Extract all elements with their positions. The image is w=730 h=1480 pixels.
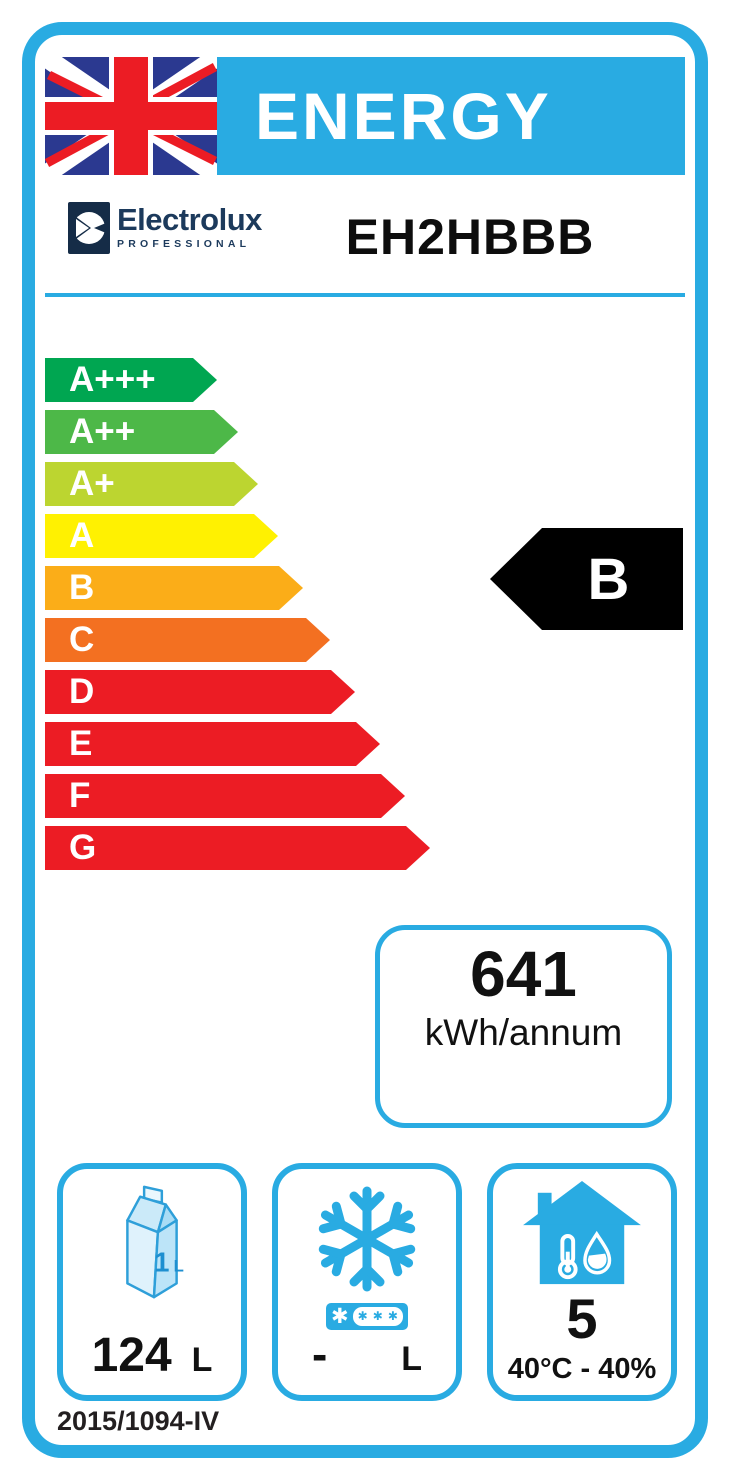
star-icon: ✱	[331, 1305, 349, 1328]
electrolux-logo-icon	[68, 202, 110, 254]
scale-arrow-d: D	[45, 670, 355, 714]
rating-arrow: B	[490, 528, 683, 630]
house-climate-icon	[523, 1181, 641, 1285]
scale-arrow-ap: A+	[45, 462, 258, 506]
energy-banner: ENERGY	[217, 57, 685, 175]
scale-grade-label: E	[69, 724, 93, 763]
electrolux-logo: Electrolux PROFESSIONAL	[68, 202, 262, 254]
climate-rating: 5	[566, 1287, 598, 1350]
scale-grade-label: G	[69, 828, 97, 867]
scale-grade-label: A+++	[69, 360, 156, 399]
consumption-box: 641 kWh/annum	[375, 925, 672, 1128]
star-icon: ✱	[357, 1309, 368, 1323]
carton-volume-unit: L	[174, 1257, 184, 1276]
volume-unit: L	[191, 1341, 213, 1379]
energy-title: ENERGY	[255, 79, 552, 153]
star-icon: ✱	[372, 1309, 383, 1323]
scale-grade-label: F	[69, 776, 91, 815]
regulation-reference: 2015/1094-IV	[57, 1406, 220, 1436]
volume-box: 1 L 124 L	[57, 1163, 247, 1401]
star-icon: ✱	[387, 1309, 398, 1323]
freezer-unit: L	[401, 1340, 422, 1378]
brand-name: Electrolux	[117, 202, 262, 237]
scale-arrow-app: A++	[45, 410, 238, 454]
scale-arrow-e: E	[45, 722, 380, 766]
scale-arrow-appp: A+++	[45, 358, 217, 402]
scale-grade-label: A	[69, 516, 95, 555]
scale-arrow-c: C	[45, 618, 330, 662]
snowflake-icon	[318, 1186, 416, 1292]
climate-box: 5 40°C - 40%	[487, 1163, 677, 1401]
header-divider	[45, 293, 685, 297]
climate-condition: 40°C - 40%	[507, 1353, 657, 1385]
scale-arrow-f: F	[45, 774, 405, 818]
scale-arrow-g: G	[45, 826, 430, 870]
model-number: EH2HBBB	[345, 209, 595, 265]
droplet-icon	[583, 1230, 612, 1275]
freezer-star-badge: ✱ ✱ ✱ ✱	[326, 1303, 408, 1330]
brand-subtitle: PROFESSIONAL	[117, 238, 251, 250]
scale-grade-label: A+	[69, 464, 115, 503]
rating-grade: B	[587, 546, 630, 612]
energy-scale: A+++ A++ A+ A B C D E F G	[45, 358, 430, 878]
consumption-unit: kWh/annum	[424, 1012, 623, 1053]
scale-grade-label: C	[69, 620, 95, 659]
consumption-value: 641	[470, 938, 577, 1010]
freezer-box: ✱ ✱ ✱ ✱ - L	[272, 1163, 462, 1401]
scale-arrow-b: B	[45, 566, 303, 610]
scale-grade-label: B	[69, 568, 95, 607]
scale-grade-label: A++	[69, 412, 136, 451]
milk-carton-icon: 1 L	[126, 1185, 184, 1299]
scale-arrow-a: A	[45, 514, 278, 558]
carton-volume-value: 1	[154, 1247, 169, 1278]
volume-value: 124	[91, 1329, 172, 1382]
freezer-value: -	[312, 1328, 328, 1380]
scale-grade-label: D	[69, 672, 95, 711]
uk-flag-icon	[45, 57, 217, 175]
